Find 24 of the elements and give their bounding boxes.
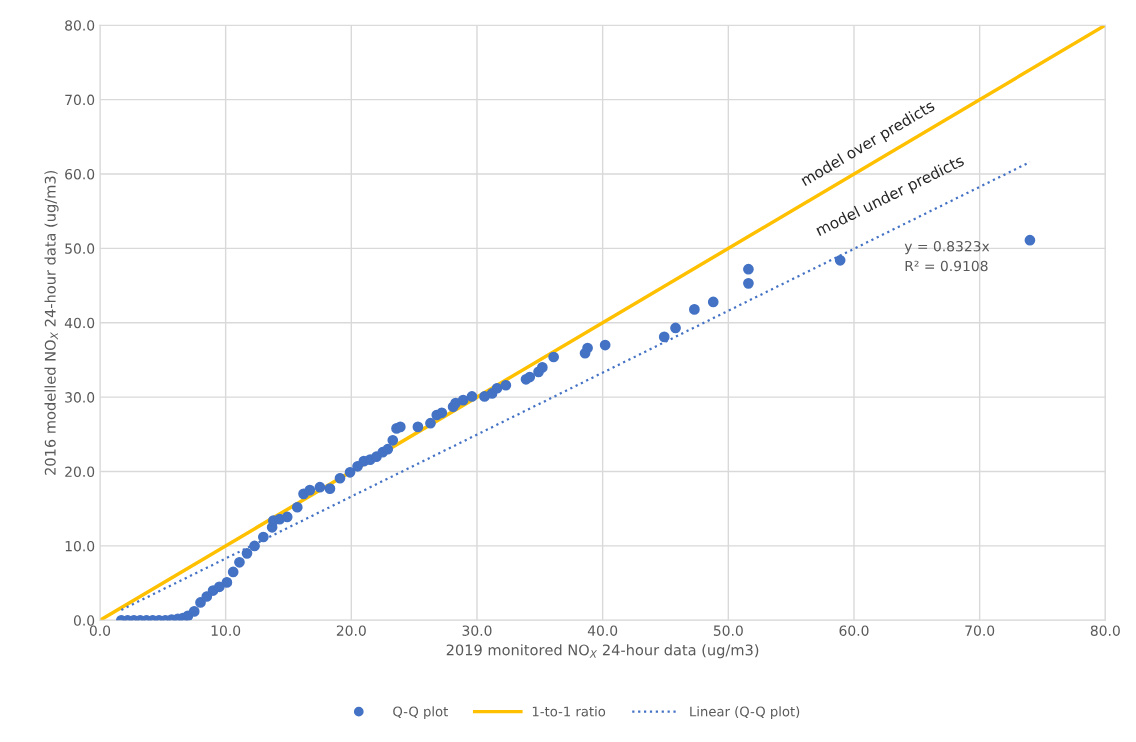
x-tick-label: 40.0: [587, 625, 618, 636]
y-tick-label: 20.0: [65, 466, 95, 478]
y-tick-label: 40.0: [64, 317, 95, 329]
legend-label: Q-Q plot: [393, 706, 448, 719]
y-tick-label: 50.0: [65, 243, 95, 254]
x-tick-label: 0.0: [89, 625, 111, 636]
x-tick-label: 30.0: [462, 625, 492, 636]
legend-label: Linear (Q-Q plot): [690, 706, 800, 719]
y-tick-label: 0.0: [73, 615, 95, 626]
y-tick-label: 70.0: [65, 94, 95, 106]
x-tick-label: 50.0: [713, 625, 743, 636]
annotation: y = 0.8323x R² = 0.9108: [904, 240, 990, 272]
x-tick-label: 70.0: [965, 625, 995, 636]
y-axis-title: 2016 modelled NO$_{X}$ 24-hour data (ug/m3): [44, 170, 59, 475]
y-tick-label: 60.0: [65, 168, 95, 180]
x-tick-label: 80.0: [1090, 625, 1120, 636]
y-tick-label: 10.0: [65, 540, 95, 552]
x-tick-label: 10.0: [211, 625, 241, 636]
legend-label: 1-to-1 ratio: [532, 706, 606, 717]
x-tick-label: 60.0: [839, 625, 869, 636]
y-tick-label: 30.0: [65, 392, 95, 403]
x-tick-label: 20.0: [336, 625, 366, 636]
x-axis-title: 2019 monitored NO$_{X}$ 24-hour data (ug/m3): [446, 644, 759, 659]
y-tick-label: 80.0: [65, 20, 95, 31]
